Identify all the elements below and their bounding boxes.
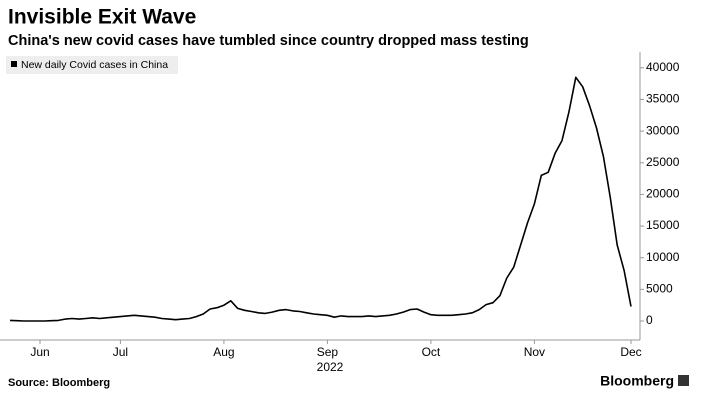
chart-title: Invisible Exit Wave (8, 6, 196, 29)
y-tick-label: 10000 (646, 250, 680, 264)
y-tick-label: 0 (646, 313, 653, 327)
y-tick-label: 40000 (646, 60, 680, 74)
y-tick-label: 15000 (646, 218, 680, 232)
x-tick-label: Sep (317, 345, 339, 359)
legend-swatch (11, 61, 17, 67)
x-tick-label: Dec (620, 345, 641, 359)
x-tick-label: Nov (524, 345, 545, 359)
chart-subtitle: China's new covid cases have tumbled sin… (8, 33, 529, 49)
source-note: Source: Bloomberg (8, 377, 110, 389)
x-axis-year: 2022 (317, 360, 344, 374)
legend-box (6, 56, 178, 74)
x-tick-label: Jul (113, 345, 128, 359)
x-tick-label: Jun (30, 345, 49, 359)
y-tick-label: 5000 (646, 282, 673, 296)
x-tick-label: Aug (213, 345, 234, 359)
data-line (9, 76, 632, 322)
brand-logo: Bloomberg (600, 373, 674, 389)
y-tick-label: 30000 (646, 123, 680, 137)
y-tick-label: 25000 (646, 155, 680, 169)
y-tick-label: 20000 (646, 187, 680, 201)
x-tick-label: Oct (422, 345, 441, 359)
legend-label: New daily Covid cases in China (21, 59, 168, 71)
y-tick-label: 35000 (646, 92, 680, 106)
brand-icon (678, 375, 689, 386)
